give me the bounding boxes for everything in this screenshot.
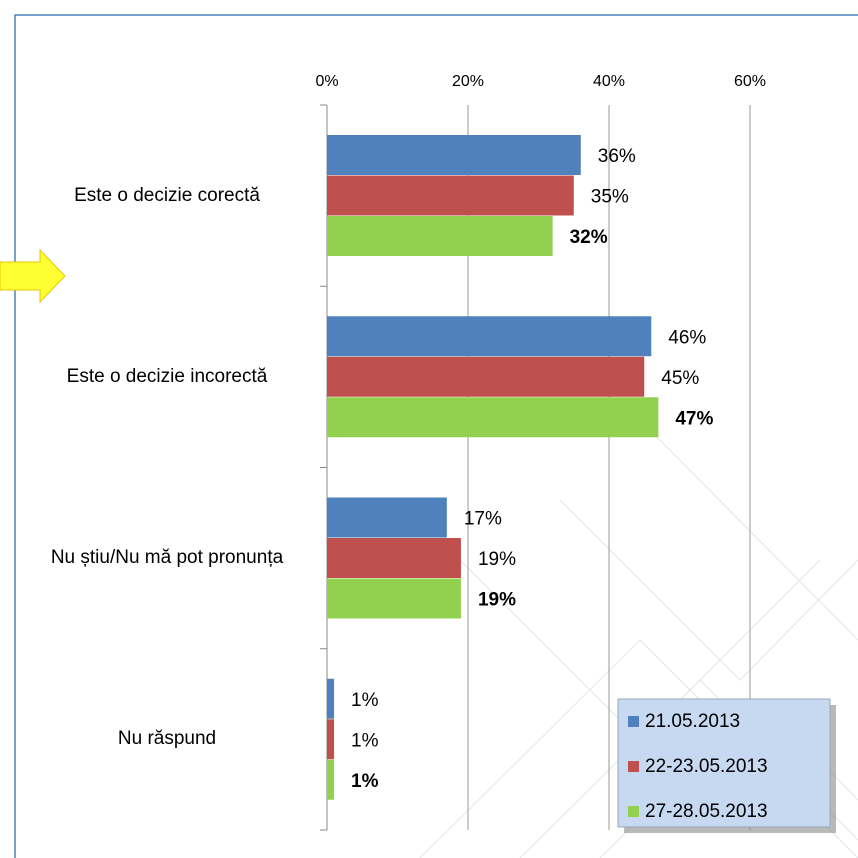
bar (327, 497, 447, 538)
bar (327, 578, 461, 619)
value-label: 35% (591, 187, 629, 208)
value-label: 32% (570, 227, 608, 248)
value-label: 46% (668, 327, 706, 348)
legend-label: 27-28.05.2013 (645, 801, 768, 822)
value-label: 1% (351, 730, 379, 751)
bar (327, 175, 574, 216)
value-label: 19% (478, 549, 516, 570)
legend-label: 22-23.05.2013 (645, 756, 768, 777)
bar (327, 759, 335, 800)
value-label: 19% (478, 590, 516, 611)
legend-box (617, 698, 831, 828)
bar (327, 135, 581, 175)
bar (327, 719, 335, 760)
category-label: Este o decizie incorectă (66, 365, 268, 387)
legend-swatch (628, 716, 639, 727)
bar (327, 216, 553, 256)
bar (327, 356, 645, 397)
x-tick-label: 20% (452, 73, 484, 90)
frame (14, 14, 858, 858)
x-tick-label: 40% (593, 73, 625, 90)
x-tick-label: 0% (315, 73, 338, 90)
x-tick-label: 60% (734, 73, 766, 90)
bar (327, 678, 335, 719)
arrow (0, 248, 66, 304)
value-label: 1% (351, 690, 379, 711)
legend-swatch (628, 761, 639, 772)
value-label: 1% (351, 771, 379, 792)
bar (327, 538, 461, 578)
category-label: Nu răspund (117, 728, 217, 750)
value-label: 17% (464, 509, 502, 530)
value-label: 36% (598, 146, 636, 167)
category-label: Nu știu/Nu mă pot pronunța (50, 547, 284, 569)
category-label: Este o decizie corectă (74, 184, 260, 206)
value-label: 47% (675, 408, 713, 429)
legend-swatch (628, 806, 639, 817)
bar (327, 397, 659, 438)
bar (327, 316, 652, 357)
value-label: 45% (661, 368, 699, 389)
legend-label: 21.05.2013 (645, 711, 740, 732)
legend: 21.05.2013 22-23.05.2013 27-28.05.2013 (617, 698, 836, 833)
